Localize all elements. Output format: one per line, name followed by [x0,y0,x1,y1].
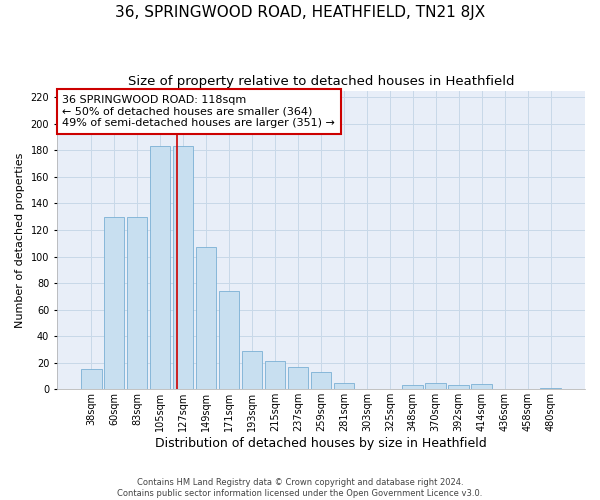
Bar [448,386,469,390]
Bar [127,216,148,390]
Bar [287,366,308,390]
Bar [425,382,446,390]
Bar [311,372,331,390]
Bar [81,370,101,390]
Text: 36, SPRINGWOOD ROAD, HEATHFIELD, TN21 8JX: 36, SPRINGWOOD ROAD, HEATHFIELD, TN21 8J… [115,5,485,20]
Bar [541,388,561,390]
Text: 36 SPRINGWOOD ROAD: 118sqm
← 50% of detached houses are smaller (364)
49% of sem: 36 SPRINGWOOD ROAD: 118sqm ← 50% of deta… [62,95,335,128]
Bar [472,384,492,390]
Bar [196,247,217,390]
Title: Size of property relative to detached houses in Heathfield: Size of property relative to detached ho… [128,75,514,88]
Bar [265,362,285,390]
Bar [334,382,354,390]
Y-axis label: Number of detached properties: Number of detached properties [15,152,25,328]
Bar [218,291,239,390]
Bar [403,386,423,390]
Bar [173,146,193,390]
Bar [150,146,170,390]
X-axis label: Distribution of detached houses by size in Heathfield: Distribution of detached houses by size … [155,437,487,450]
Bar [242,351,262,390]
Text: Contains HM Land Registry data © Crown copyright and database right 2024.
Contai: Contains HM Land Registry data © Crown c… [118,478,482,498]
Bar [104,216,124,390]
